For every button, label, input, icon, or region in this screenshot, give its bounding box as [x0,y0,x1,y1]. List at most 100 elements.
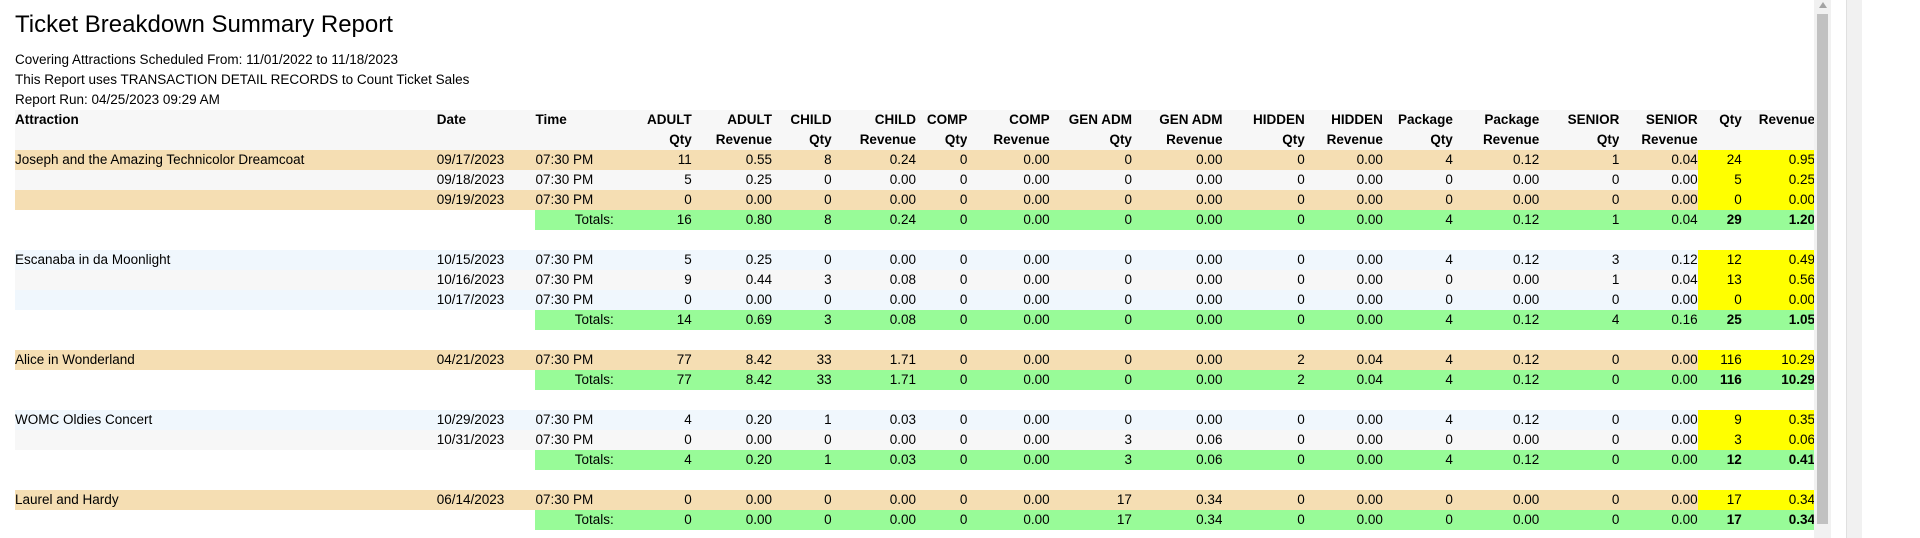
report-container: Ticket Breakdown Summary Report Covering… [15,10,1815,530]
outer-scrollbar[interactable] [1846,0,1862,538]
value-cell: 1 [771,410,832,430]
frame-gap [1831,0,1846,538]
value-cell: 0.00 [831,490,916,510]
column-subheader: Revenue [967,130,1050,150]
value-cell: 0 [1049,350,1132,370]
value-cell: 0.00 [1619,410,1698,430]
total-value-cell: 0 [1049,310,1132,330]
total-value-cell: 0.80 [691,210,772,230]
totals-row: Totals: 0 0.00 0 0.00 0 0.00 17 0.34 0 0.00 0 0.00 0 0… [15,510,1815,530]
column-subheader: Qty [1539,130,1620,150]
attraction-name-cell: Alice in Wonderland [15,350,437,370]
ticket-breakdown-table: Attraction Date Time ADULT ADULT CHILD CHILD CO… [15,110,1815,530]
total-value-cell: 0 [1049,370,1132,390]
value-cell: 2 [1222,350,1305,370]
value-cell: 0.00 [1131,410,1223,430]
total-value-cell: 0.08 [831,310,916,330]
value-cell: 0 [1222,170,1305,190]
value-cell: 4 [1382,410,1453,430]
column-header: GEN ADM [1131,110,1223,130]
total-value-cell: 10.29 [1741,370,1815,390]
value-cell: 0.00 [1131,150,1223,170]
value-cell: 0.25 [691,250,772,270]
total-value-cell: 0.00 [1131,370,1223,390]
total-value-cell: 0.00 [1131,210,1223,230]
value-cell: 0.00 [1741,290,1815,310]
value-cell: 0.20 [691,410,772,430]
totals-spacer-cell [436,370,536,390]
value-cell: 0.00 [1131,270,1223,290]
date-cell: 09/19/2023 [436,190,536,210]
group-spacer [15,230,1815,250]
value-cell: 0 [619,490,692,510]
total-value-cell: 0.16 [1619,310,1698,330]
value-cell: 13 [1697,270,1742,290]
column-subheader: Revenue [831,130,916,150]
value-cell: 0 [771,170,832,190]
value-cell: 0 [1222,490,1305,510]
date-cell: 10/29/2023 [436,410,536,430]
total-value-cell: 0.00 [831,510,916,530]
column-subheader: Revenue [1304,130,1383,150]
value-cell: 0 [771,250,832,270]
value-cell: 3 [1539,250,1620,270]
value-cell: 0 [915,150,968,170]
value-cell: 0.00 [1452,490,1540,510]
scrollbar-thumb[interactable] [1817,14,1828,524]
value-cell: 0.12 [1619,250,1698,270]
total-value-cell: 0 [1222,310,1305,330]
total-value-cell: 0.12 [1452,210,1540,230]
total-value-cell: 0 [619,510,692,530]
value-cell: 0.49 [1741,250,1815,270]
value-cell: 0.00 [831,290,916,310]
value-cell: 8 [771,150,832,170]
value-cell: 0.12 [1452,350,1540,370]
total-value-cell: 4 [1382,450,1453,470]
report-meta-run: Report Run: 04/25/2023 09:29 AM [15,92,220,107]
totals-spacer-cell [436,310,536,330]
scroll-up-arrow-icon[interactable] [1819,2,1827,8]
value-cell: 0.03 [831,410,916,430]
total-value-cell: 0.00 [967,210,1050,230]
total-value-cell: 0 [1222,210,1305,230]
value-cell: 0.00 [1304,170,1383,190]
total-value-cell: 0.41 [1741,450,1815,470]
date-cell: 06/14/2023 [436,490,536,510]
column-header: ADULT [691,110,772,130]
value-cell: 0 [1049,410,1132,430]
column-subheader: Qty [915,130,968,150]
total-value-cell: 0.00 [1452,510,1540,530]
value-cell: 0 [1697,190,1742,210]
value-cell: 0.56 [1741,270,1815,290]
value-cell: 0.00 [1304,290,1383,310]
value-cell: 0.00 [1304,150,1383,170]
value-cell: 1 [1539,150,1620,170]
value-cell: 0 [1382,170,1453,190]
value-cell: 0.25 [1741,170,1815,190]
value-cell: 0.08 [831,270,916,290]
table-row: 10/17/2023 07:30 PM 0 0.00 0 0.00 0 0.00 0 0.00 0 0… [15,290,1815,310]
total-value-cell: 17 [1697,510,1742,530]
spacer-cell [15,390,1815,410]
totals-label: Totals: [535,510,620,530]
value-cell: 0 [1049,270,1132,290]
column-header: SENIOR [1539,110,1620,130]
attraction-name-cell: WOMC Oldies Concert [15,410,437,430]
table-row: WOMC Oldies Concert 10/29/2023 07:30 PM 4 0.… [15,410,1815,430]
date-cell: 09/18/2023 [436,170,536,190]
value-cell: 4 [1382,250,1453,270]
column-subheader [1741,130,1815,150]
total-value-cell: 0.03 [831,450,916,470]
value-cell: 0.00 [691,190,772,210]
date-cell: 10/15/2023 [436,250,536,270]
totals-row: Totals: 16 0.80 8 0.24 0 0.00 0 0.00 0 0.00 4 0.12 1 0… [15,210,1815,230]
value-cell: 0 [1222,430,1305,450]
value-cell: 0.00 [1619,430,1698,450]
total-value-cell: 8 [771,210,832,230]
column-header: CHILD [771,110,832,130]
value-cell: 0.34 [1741,490,1815,510]
attraction-name-cell [15,190,437,210]
value-cell: 12 [1697,250,1742,270]
total-value-cell: 0.00 [1304,450,1383,470]
total-value-cell: 0 [1539,450,1620,470]
